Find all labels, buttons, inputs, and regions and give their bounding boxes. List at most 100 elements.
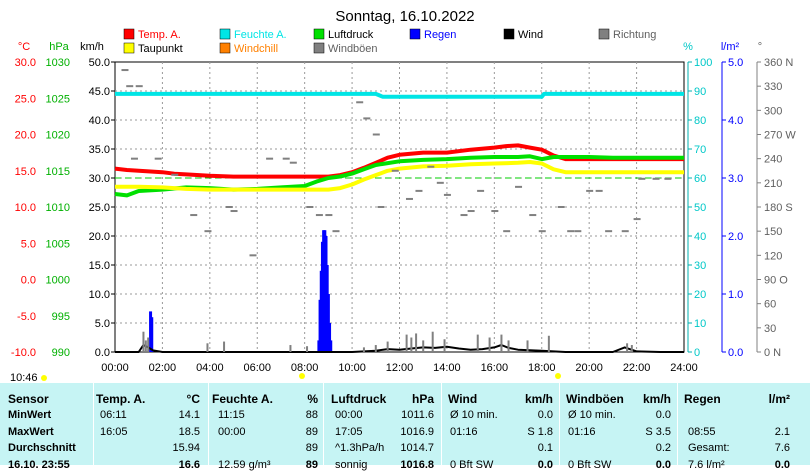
regen-bar <box>150 317 154 352</box>
humidity-tick-label: 10 <box>694 318 706 330</box>
richtung-point <box>130 157 138 160</box>
windb-en-bar <box>206 343 209 352</box>
temp-tick-label: 20.0 <box>15 130 36 142</box>
cell-hum-time: 11:15 <box>218 409 245 421</box>
temp-tick-label: -5.0 <box>17 311 36 323</box>
legend-swatch <box>123 42 135 54</box>
col-gust: Windböen <box>566 392 624 406</box>
windb-en-bar <box>374 345 377 352</box>
x-tick-label: 14:00 <box>433 362 461 374</box>
richtung-point <box>538 230 546 233</box>
cell-rain: 2.1 <box>774 425 790 438</box>
cell-temp-time: 16:05 <box>100 425 128 438</box>
pressure-tick-label: 1030 <box>46 57 70 69</box>
wind-tick-label: 15.0 <box>89 260 110 272</box>
cell-wind: S 1.8 <box>527 425 553 438</box>
humidity-tick-label: 30 <box>694 260 706 272</box>
wind-tick-label: 0.0 <box>95 347 110 359</box>
richtung-point <box>332 230 340 233</box>
richtung-point <box>436 181 444 184</box>
temp-tick-label: -10.0 <box>11 347 36 359</box>
legend-label: Luftdruck <box>328 29 374 41</box>
richtung-point <box>529 214 537 217</box>
windb-en-bar <box>405 334 408 352</box>
cell-wind: 0.1 <box>537 442 553 454</box>
richtung-point <box>126 85 134 88</box>
chart-title: Sonntag, 16.10.2022 <box>335 8 474 25</box>
cell-press-time: 00:00 <box>335 409 363 421</box>
x-tick-label: 00:00 <box>101 362 129 374</box>
temp-tick-label: 25.0 <box>15 93 36 105</box>
cell-press-time: 17:05 <box>335 425 363 438</box>
richtung-point <box>405 197 413 200</box>
direction-tick-label: 150 <box>764 226 782 238</box>
wind-tick-label: 20.0 <box>89 231 110 243</box>
x-tick-label: 06:00 <box>243 362 271 374</box>
windb-en-bar <box>144 340 147 352</box>
richtung-point <box>652 177 660 180</box>
cell-gust: S 3.5 <box>645 425 671 438</box>
windb-en-bar <box>526 340 529 352</box>
cell-label: MinWert <box>8 409 52 421</box>
richtung-point <box>664 177 672 180</box>
cell-hum: 88 <box>305 409 318 421</box>
x-tick-label: 20:00 <box>575 362 603 374</box>
richtung-point <box>574 230 582 233</box>
taupunkt-line <box>115 160 684 192</box>
cell-hum-time: 00:00 <box>218 425 246 438</box>
col-temp-unit: °C <box>186 392 200 406</box>
windb-en-bar <box>147 337 150 352</box>
windb-en-bar <box>626 343 629 352</box>
direction-tick-label: 270 W <box>764 130 796 142</box>
richtung-point <box>633 218 641 221</box>
windb-en-bar <box>223 341 226 352</box>
rain-unit-label: l/m² <box>721 41 740 53</box>
richtung-point <box>230 210 238 213</box>
feuchte-a--line <box>115 91 684 99</box>
cell-wind: 0.0 <box>537 409 553 421</box>
cell-temp: 18.5 <box>178 425 200 438</box>
legend-swatch <box>503 28 515 40</box>
col-gust-unit: km/h <box>642 392 671 406</box>
cell-gust-time: Ø 10 min. <box>568 409 616 421</box>
col-hum-unit: % <box>307 392 318 406</box>
pressure-tick-label: 995 <box>52 311 70 323</box>
col-wind: Wind <box>448 392 478 406</box>
cell-rain-time: Gesamt: <box>688 442 730 454</box>
humidity-tick-label: 90 <box>694 86 706 98</box>
windb-en-bar <box>415 333 418 352</box>
wind-tick-label: 5.0 <box>95 318 110 330</box>
rain-tick-label: 1.0 <box>728 289 743 301</box>
windb-en-bar <box>500 334 503 352</box>
cell-label: Durchschnitt <box>8 442 76 454</box>
sun-marker-icon <box>299 373 305 379</box>
richtung-point <box>491 210 499 213</box>
richtung-point <box>377 206 385 208</box>
humidity-tick-label: 70 <box>694 144 706 156</box>
pressure-tick-label: 1010 <box>46 202 70 214</box>
richtung-point <box>391 169 399 172</box>
richtung-point <box>477 189 485 192</box>
cell-hum: 89 <box>305 425 318 438</box>
rain-tick-label: 5.0 <box>728 57 743 69</box>
richtung-point <box>372 133 380 136</box>
cell-press-time: ^1.3hPa/h <box>335 442 385 454</box>
wind-tick-label: 45.0 <box>89 86 110 98</box>
direction-tick-label: 0 N <box>764 347 781 359</box>
rain-tick-label: 3.0 <box>728 173 743 185</box>
richtung-point <box>315 214 323 217</box>
direction-tick-label: 300 <box>764 105 782 117</box>
direction-tick-label: 360 N <box>764 57 793 69</box>
windb-en-bar <box>386 341 389 352</box>
wind-tick-label: 10.0 <box>89 289 110 301</box>
x-tick-label: 12:00 <box>386 362 414 374</box>
cell-gust: 0.2 <box>655 442 671 454</box>
legend-label: Windböen <box>328 43 378 55</box>
humidity-tick-label: 60 <box>694 173 706 185</box>
direction-tick-label: 330 <box>764 81 782 93</box>
col-rain: Regen <box>684 392 721 406</box>
col-sensor: Sensor <box>8 392 49 406</box>
legend-swatch <box>123 28 135 40</box>
x-tick-label: 18:00 <box>528 362 556 374</box>
cell-rain-time: 08:55 <box>688 425 716 438</box>
